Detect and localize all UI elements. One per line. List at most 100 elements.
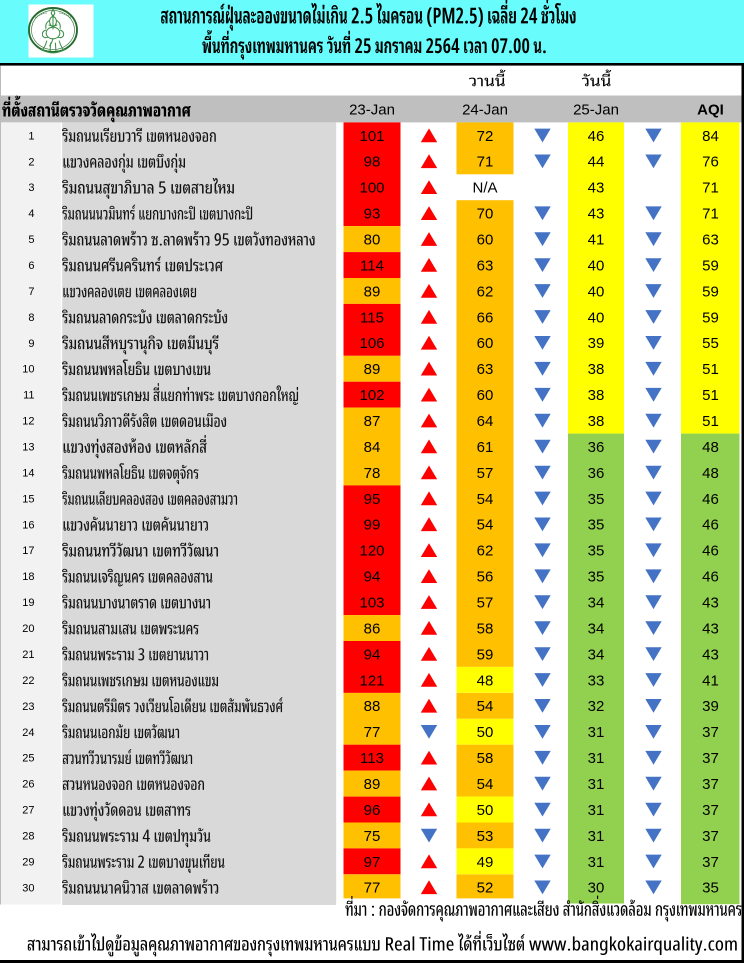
svg-text:71: 71 [702,180,719,197]
svg-text:3: 3 [28,182,34,194]
svg-text:22: 22 [22,675,34,687]
svg-text:N/A: N/A [472,180,497,197]
svg-text:60: 60 [477,387,494,404]
svg-text:75: 75 [364,828,381,845]
svg-text:31: 31 [588,776,605,793]
svg-text:41: 41 [588,232,605,249]
svg-text:49: 49 [477,854,494,871]
svg-text:59: 59 [702,257,719,274]
svg-text:54: 54 [477,517,494,534]
svg-text:40: 40 [588,283,605,300]
svg-text:57: 57 [477,595,494,612]
svg-text:48: 48 [702,465,719,482]
svg-text:44: 44 [588,154,605,171]
svg-text:51: 51 [702,387,719,404]
svg-text:34: 34 [588,620,605,637]
svg-text:39: 39 [702,698,719,715]
svg-text:37: 37 [702,828,719,845]
svg-text:50: 50 [477,802,494,819]
svg-text:43: 43 [702,646,719,663]
svg-text:89: 89 [364,361,381,378]
svg-text:38: 38 [588,361,605,378]
svg-text:63: 63 [477,257,494,274]
svg-text:21: 21 [22,649,34,661]
svg-text:37: 37 [702,724,719,741]
svg-text:34: 34 [588,595,605,612]
svg-text:76: 76 [702,154,719,171]
svg-text:94: 94 [364,646,381,663]
svg-text:9: 9 [28,338,34,350]
svg-text:37: 37 [702,776,719,793]
svg-text:62: 62 [477,283,494,300]
svg-text:32: 32 [588,698,605,715]
svg-text:24: 24 [22,727,34,739]
svg-text:113: 113 [360,750,384,767]
svg-text:57: 57 [477,465,494,482]
svg-text:93: 93 [364,206,381,223]
svg-text:6: 6 [28,260,34,272]
svg-text:31: 31 [588,724,605,741]
svg-text:36: 36 [588,465,605,482]
svg-text:51: 51 [702,361,719,378]
svg-text:102: 102 [359,387,384,404]
svg-text:17: 17 [22,545,34,557]
svg-text:18: 18 [22,571,34,583]
svg-text:72: 72 [477,128,494,145]
svg-text:31: 31 [588,854,605,871]
svg-text:63: 63 [477,361,494,378]
svg-text:87: 87 [364,413,381,430]
svg-text:88: 88 [364,698,381,715]
svg-text:89: 89 [364,776,381,793]
svg-text:34: 34 [588,646,605,663]
svg-text:94: 94 [364,569,381,586]
svg-text:59: 59 [477,646,494,663]
svg-text:24-Jan: 24-Jan [462,102,508,119]
svg-text:70: 70 [477,206,494,223]
svg-text:30: 30 [588,880,605,897]
svg-text:8: 8 [28,312,34,324]
svg-text:59: 59 [702,283,719,300]
svg-text:51: 51 [702,413,719,430]
svg-text:99: 99 [364,517,381,534]
svg-text:58: 58 [477,620,494,637]
svg-text:89: 89 [364,283,381,300]
svg-text:84: 84 [364,439,381,456]
svg-text:12: 12 [22,416,34,428]
svg-text:26: 26 [22,779,34,791]
svg-text:35: 35 [702,880,719,897]
svg-text:106: 106 [359,335,384,352]
svg-text:60: 60 [477,335,494,352]
svg-text:33: 33 [588,672,605,689]
svg-text:84: 84 [702,128,719,145]
svg-text:46: 46 [588,128,605,145]
svg-text:97: 97 [364,854,381,871]
svg-text:71: 71 [702,206,719,223]
svg-text:71: 71 [477,154,494,171]
svg-text:15: 15 [22,493,34,505]
svg-text:35: 35 [588,491,605,508]
svg-text:27: 27 [22,805,34,817]
svg-text:29: 29 [22,856,34,868]
svg-text:54: 54 [477,491,494,508]
svg-text:60: 60 [477,232,494,249]
svg-text:35: 35 [588,517,605,534]
svg-text:98: 98 [364,154,381,171]
svg-text:25-Jan: 25-Jan [573,102,619,119]
svg-text:53: 53 [477,828,494,845]
svg-text:62: 62 [477,543,494,560]
svg-text:58: 58 [477,750,494,767]
svg-text:36: 36 [588,439,605,456]
svg-text:46: 46 [702,517,719,534]
svg-text:121: 121 [359,672,384,689]
svg-text:5: 5 [28,234,34,246]
svg-text:43: 43 [588,206,605,223]
svg-text:38: 38 [588,387,605,404]
svg-text:10: 10 [22,364,34,376]
svg-text:23-Jan: 23-Jan [349,102,395,119]
svg-text:40: 40 [588,257,605,274]
svg-text:35: 35 [588,569,605,586]
svg-text:77: 77 [364,724,381,741]
svg-text:100: 100 [359,180,384,197]
svg-text:39: 39 [588,335,605,352]
svg-text:54: 54 [477,698,494,715]
